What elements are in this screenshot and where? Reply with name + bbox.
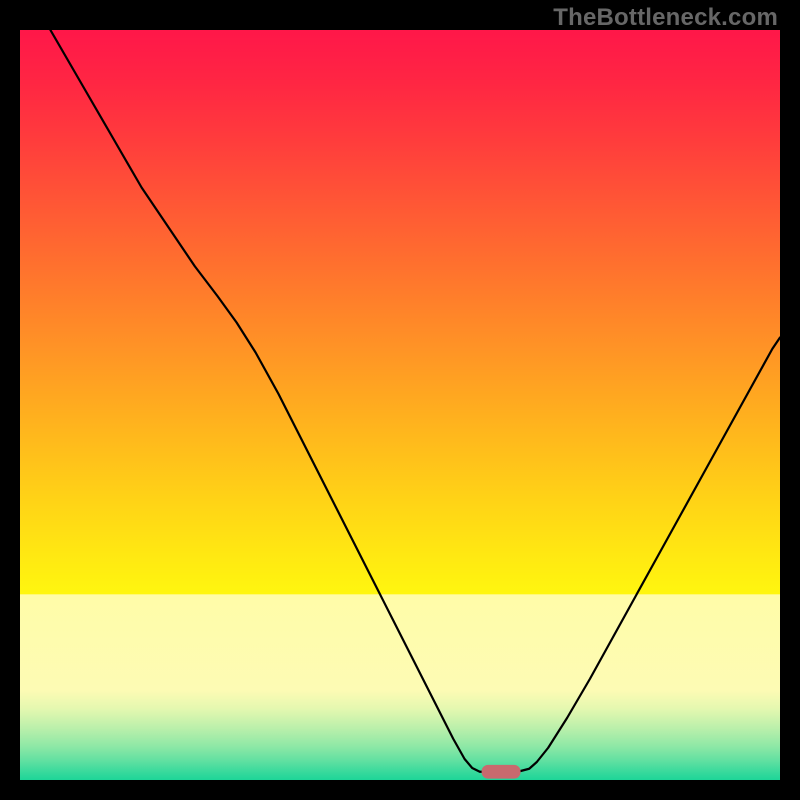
optimum-marker [482, 765, 520, 778]
plot-area [20, 30, 780, 780]
chart-frame: TheBottleneck.com [0, 0, 800, 800]
curve-layer [20, 30, 780, 780]
bottleneck-curve [50, 30, 780, 772]
watermark-text: TheBottleneck.com [553, 4, 778, 32]
